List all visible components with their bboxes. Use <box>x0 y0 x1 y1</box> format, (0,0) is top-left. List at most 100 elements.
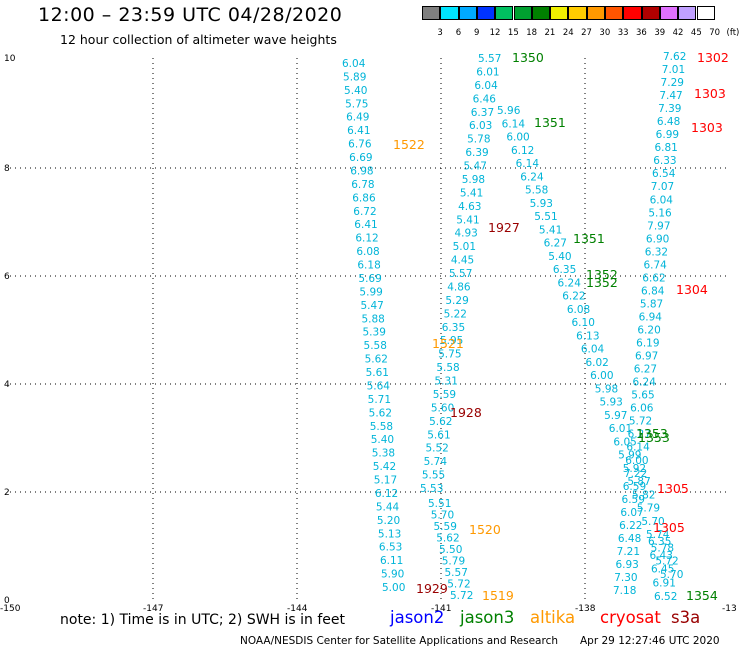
swh-value: 5.58 <box>436 362 459 374</box>
swh-value: 6.12 <box>511 145 534 157</box>
swh-value: 7.22 <box>624 468 647 480</box>
swh-values: 6.045.895.405.756.496.416.766.696.986.78… <box>342 51 686 603</box>
swh-value: 6.72 <box>353 206 376 218</box>
colorbar-label: 18 <box>526 28 538 38</box>
swh-value: 6.00 <box>625 455 648 467</box>
swh-value: 6.39 <box>465 147 488 159</box>
swh-value: 6.13 <box>576 330 599 342</box>
swh-value: 6.22 <box>562 291 585 303</box>
swh-value: 5.62 <box>369 407 392 419</box>
swh-value: 6.35 <box>442 322 465 334</box>
colorbar-swatch <box>678 6 697 20</box>
swh-value: 5.40 <box>371 434 394 446</box>
swh-value: 6.37 <box>471 107 494 119</box>
colorbar-label: 39 <box>654 28 666 38</box>
swh-value: 5.58 <box>525 185 548 197</box>
swh-value: 6.00 <box>590 370 613 382</box>
y-tick-label: 10 <box>4 54 16 64</box>
pass-number-label: 1354 <box>686 588 718 603</box>
swh-value: 5.01 <box>453 241 476 253</box>
swh-value: 5.70 <box>660 569 683 581</box>
swh-value: 6.04 <box>650 194 674 206</box>
swh-value: 6.01 <box>609 423 632 435</box>
colorbar-label: 70 <box>709 28 721 38</box>
colorbar-swatch <box>458 6 477 20</box>
swh-value: 6.12 <box>375 488 398 500</box>
swh-value: 5.62 <box>365 354 388 366</box>
swh-value: 7.39 <box>658 103 681 115</box>
colorbar-label: 12 <box>489 28 501 38</box>
swh-value: 5.31 <box>435 376 458 388</box>
swh-value: 5.72 <box>629 416 652 428</box>
pass-number-label: 1519 <box>482 588 514 603</box>
colorbar-label: 27 <box>581 28 592 38</box>
swh-value: 7.29 <box>661 77 684 89</box>
swh-value: 7.47 <box>659 90 682 102</box>
x-tick-label: -147 <box>143 604 163 614</box>
swh-value: 7.30 <box>614 572 637 584</box>
swh-value: 5.89 <box>343 71 366 83</box>
swh-value: 5.72 <box>450 590 473 602</box>
swh-value: 6.04 <box>581 344 605 356</box>
pass-number-label: 1927 <box>488 220 520 235</box>
swh-value: 6.08 <box>567 304 590 316</box>
swh-value: 6.62 <box>642 272 665 284</box>
pass-number-label: 1351 <box>534 115 566 130</box>
swh-value: 7.18 <box>613 585 636 597</box>
swh-value: 5.50 <box>439 544 462 556</box>
colorbar-label: 36 <box>636 28 647 38</box>
swh-value: 6.97 <box>635 351 658 363</box>
swh-value: 5.39 <box>363 327 386 339</box>
swh-value: 6.54 <box>652 168 676 180</box>
colorbar-label: 45 <box>690 28 702 38</box>
swh-value: 6.11 <box>380 555 403 567</box>
swh-value: 6.93 <box>615 559 638 571</box>
swh-value: 5.79 <box>442 556 465 568</box>
swh-value: 6.86 <box>352 192 376 204</box>
swh-value: 6.24 <box>633 377 657 389</box>
colorbar-swatch <box>495 6 514 20</box>
swh-value: 5.47 <box>360 300 383 312</box>
swh-value: 5.40 <box>344 85 367 97</box>
colorbar-swatch <box>696 6 715 20</box>
swh-value: 5.60 <box>431 402 454 414</box>
x-tick-label: -141 <box>431 604 451 614</box>
page-subtitle: 12 hour collection of altimeter wave hei… <box>60 32 337 47</box>
pass-number-label: 1351 <box>573 231 605 246</box>
swh-value: 6.27 <box>544 238 567 250</box>
swh-value: 5.41 <box>539 224 562 236</box>
swh-value: 6.24 <box>520 171 544 183</box>
swh-value: 6.76 <box>348 139 372 151</box>
swh-value: 6.01 <box>476 66 499 78</box>
swh-value: 6.41 <box>354 219 377 231</box>
footer-credit: NOAA/NESDIS Center for Satellite Applica… <box>240 635 558 647</box>
swh-value: 6.94 <box>639 311 663 323</box>
swh-value: 5.20 <box>377 515 400 527</box>
x-tick-label: -144 <box>287 604 308 614</box>
swh-value: 5.51 <box>534 211 557 223</box>
colorbar-label: 33 <box>617 28 629 38</box>
swh-value: 5.44 <box>376 501 400 513</box>
swh-value: 5.55 <box>422 470 445 482</box>
swh-value: 6.32 <box>645 246 668 258</box>
swh-value: 6.41 <box>347 125 370 137</box>
swh-value: 6.04 <box>342 58 366 70</box>
swh-value: 5.90 <box>381 569 404 581</box>
swh-value: 5.71 <box>368 394 391 406</box>
pass-labels: 1350135113511352135213531353135415221521… <box>393 50 729 603</box>
swh-value: 6.14 <box>516 158 540 170</box>
swh-value: 6.04 <box>474 80 498 92</box>
axis-ticks: -150 -147 -144 -141 -138 -13 0 2 4 6 8 10 <box>0 54 737 614</box>
swh-value: 5.61 <box>366 367 389 379</box>
pass-number-label: 1929 <box>416 581 448 596</box>
grid-lines <box>10 58 730 600</box>
swh-value: 6.98 <box>350 165 373 177</box>
swh-value: 5.97 <box>604 410 627 422</box>
swh-value: 6.35 <box>648 536 671 548</box>
pass-number-label: 1521 <box>432 336 464 351</box>
pass-number-label: 1305 <box>653 520 685 535</box>
colorbar-swatch <box>531 6 551 20</box>
swh-value: 5.38 <box>372 448 395 460</box>
colorbar-swatch <box>513 6 532 20</box>
swh-value: 4.45 <box>451 255 474 267</box>
